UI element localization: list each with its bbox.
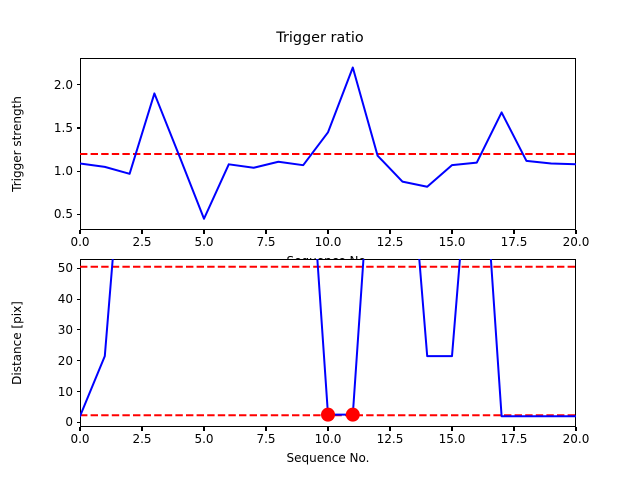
x-tickmark <box>141 427 143 431</box>
y-tickmark <box>76 421 80 423</box>
x-tick-label: 5.0 <box>194 432 214 446</box>
y-tick-label: 1.5 <box>53 121 73 135</box>
y-tick-label: 30 <box>57 322 73 337</box>
y-tickmark <box>76 127 80 129</box>
x-tick-label: 7.5 <box>256 432 276 446</box>
x-tickmark <box>79 427 81 431</box>
accepted-point-marker <box>345 407 360 422</box>
x-tickmark <box>389 230 391 234</box>
y-tick-label: 2.0 <box>53 77 73 92</box>
x-tick-label: 17.5 <box>500 432 528 446</box>
x-tick-label: 2.5 <box>132 235 152 249</box>
x-tick-label: 0.0 <box>70 235 90 249</box>
x-tick-label: 20.0 <box>562 235 590 249</box>
x-tickmark <box>575 427 577 431</box>
x-tickmark <box>575 230 577 234</box>
x-tick-label: 12.5 <box>376 432 404 446</box>
x-tickmark <box>451 230 453 234</box>
y-tickmark <box>76 170 80 172</box>
x-tick-label: 7.5 <box>256 235 276 249</box>
x-tickmark <box>141 230 143 234</box>
x-tick-label: 0.0 <box>70 432 90 446</box>
y-tickmark <box>76 391 80 393</box>
x-tick-label: 5.0 <box>194 235 214 249</box>
x-tickmark <box>513 427 515 431</box>
x-tickmark <box>203 427 205 431</box>
data-series-line <box>80 66 576 220</box>
y-tickmark <box>76 329 80 331</box>
y-tick-label: 0.5 <box>53 207 73 222</box>
y-tick-label: 40 <box>57 292 73 307</box>
x-tick-label: 15.0 <box>438 432 466 446</box>
x-tickmark <box>451 427 453 431</box>
x-tickmark <box>327 230 329 234</box>
y-axis-label-distance: Distance [pix] <box>10 301 24 385</box>
x-tickmark <box>513 230 515 234</box>
x-tickmark <box>203 230 205 234</box>
accepted-point-marker <box>321 407 335 422</box>
y-tickmark <box>76 298 80 300</box>
y-tick-label: 0 <box>65 415 73 430</box>
y-tick-label: 10 <box>57 384 73 399</box>
x-tick-label: 12.5 <box>376 235 404 249</box>
y-tick-label: 1.0 <box>53 164 73 179</box>
x-tickmark <box>79 230 81 234</box>
y-tick-label: 20 <box>57 353 73 368</box>
x-tickmark <box>265 427 267 431</box>
x-tick-label: 20.0 <box>562 432 590 446</box>
y-tickmark <box>76 360 80 362</box>
x-tick-label: 2.5 <box>132 432 152 446</box>
x-tick-label: 17.5 <box>500 235 528 249</box>
x-tickmark <box>327 427 329 431</box>
axes-overlap-mask-interior <box>81 260 575 268</box>
x-tick-label: 10.0 <box>314 432 342 446</box>
x-axis-label-bottom: Sequence No. <box>286 451 370 465</box>
x-tick-label: 10.0 <box>314 235 342 249</box>
figure-title: Trigger ratio <box>276 30 364 46</box>
data-series-line <box>80 259 576 418</box>
y-tickmark <box>76 213 80 215</box>
y-tickmark <box>76 84 80 86</box>
x-tickmark <box>265 230 267 234</box>
x-tick-label: 15.0 <box>438 235 466 249</box>
y-tickmark <box>76 267 80 269</box>
y-tick-label: 50 <box>57 261 73 276</box>
distance-axes <box>80 259 576 427</box>
x-tickmark <box>389 427 391 431</box>
trigger-ratio-axes <box>80 58 576 230</box>
